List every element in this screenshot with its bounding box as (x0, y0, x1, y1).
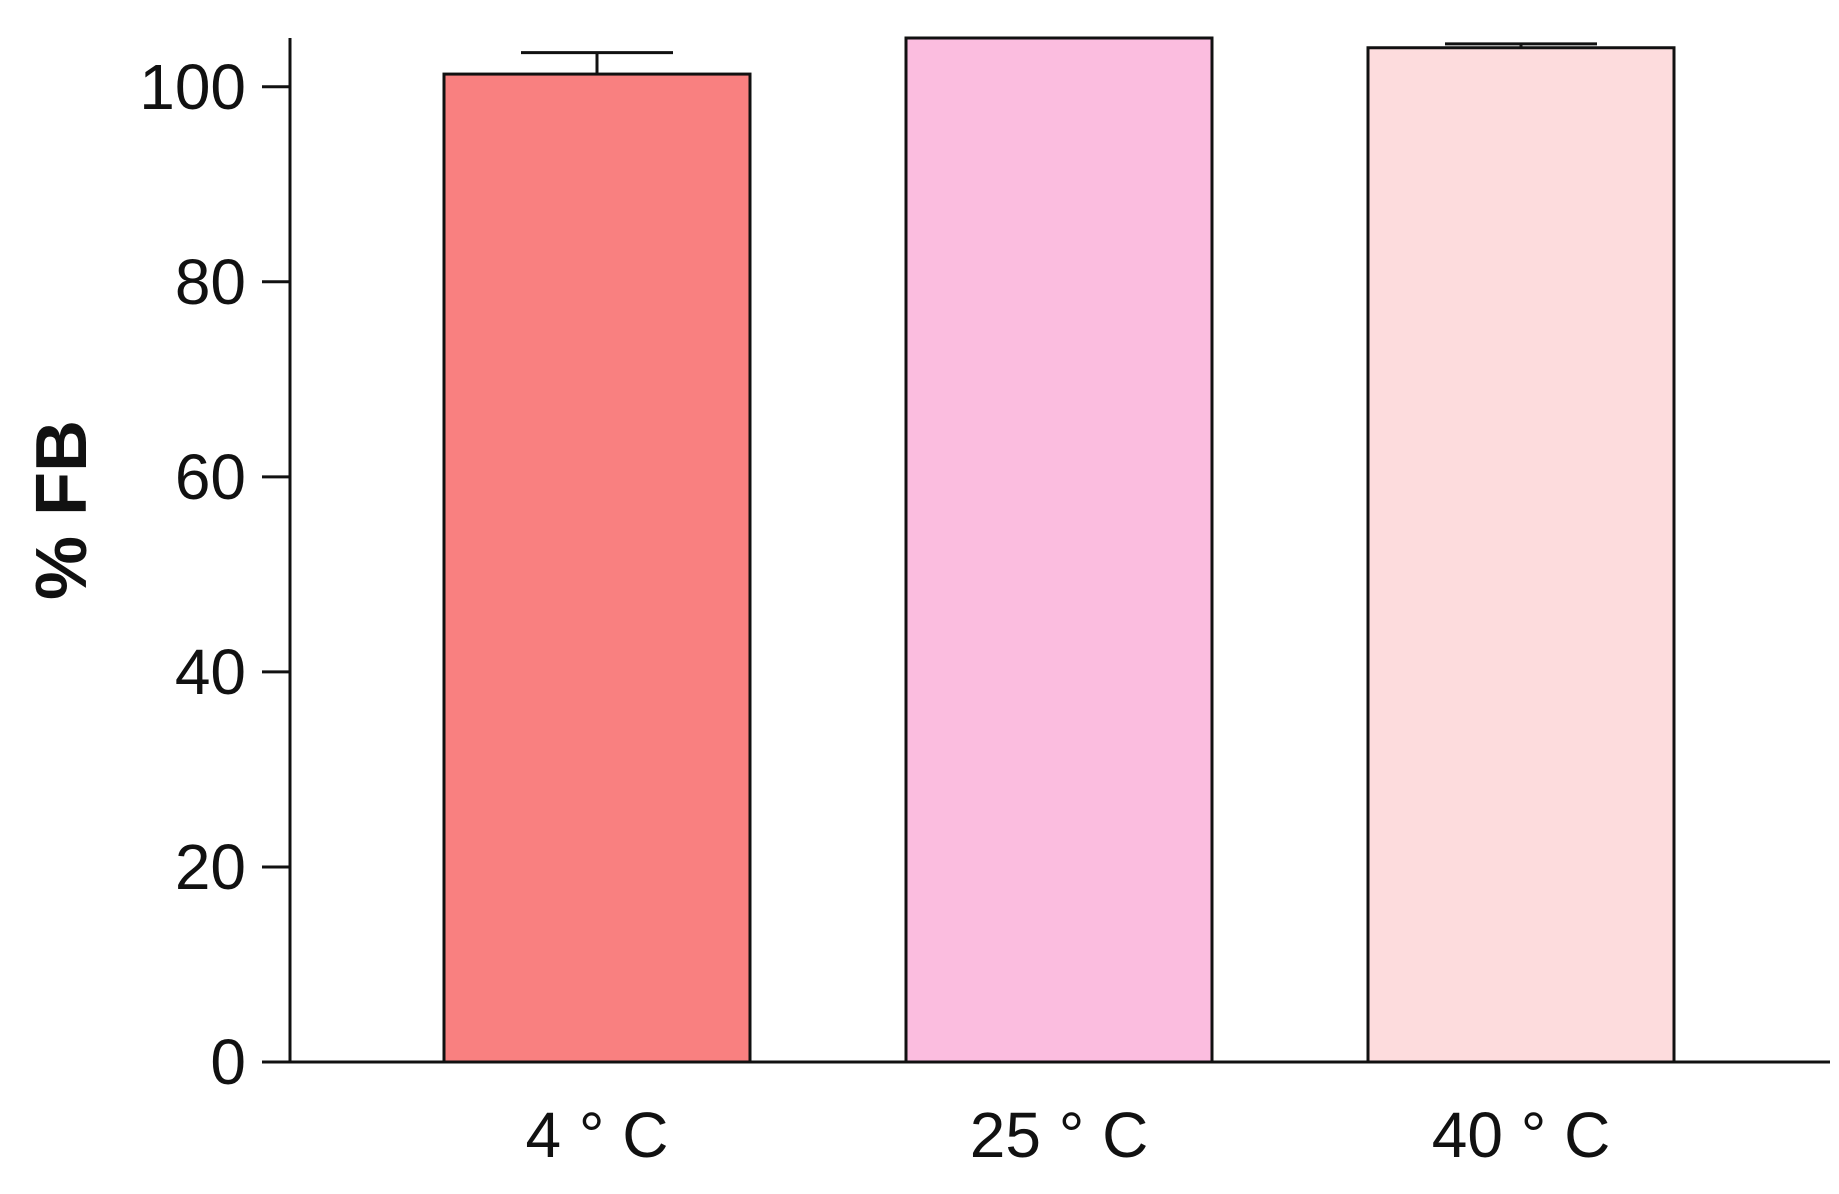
y-tick-label: 40 (175, 636, 246, 708)
y-ticks-layer: 0 20 40 60 80 100 (139, 51, 290, 1098)
y-tick-label: 100 (139, 51, 246, 123)
error-bars-layer (521, 42, 1597, 75)
bars-layer (442, 36, 1676, 1064)
y-tick-label: 0 (210, 1026, 246, 1098)
bar (904, 36, 1214, 1064)
axes-layer (262, 38, 1830, 1064)
y-axis-title: % FB (22, 420, 102, 600)
bar (1366, 46, 1676, 1064)
bar (442, 72, 752, 1064)
y-tick-label: 80 (175, 246, 246, 318)
x-labels-layer: 4 ° C 25 ° C 40 ° C (526, 1099, 1611, 1171)
x-category-label: 25 ° C (970, 1099, 1149, 1171)
y-tick-label: 20 (175, 831, 246, 903)
x-category-label: 40 ° C (1432, 1099, 1611, 1171)
x-category-label: 4 ° C (526, 1099, 669, 1171)
y-tick-label: 60 (175, 441, 246, 513)
